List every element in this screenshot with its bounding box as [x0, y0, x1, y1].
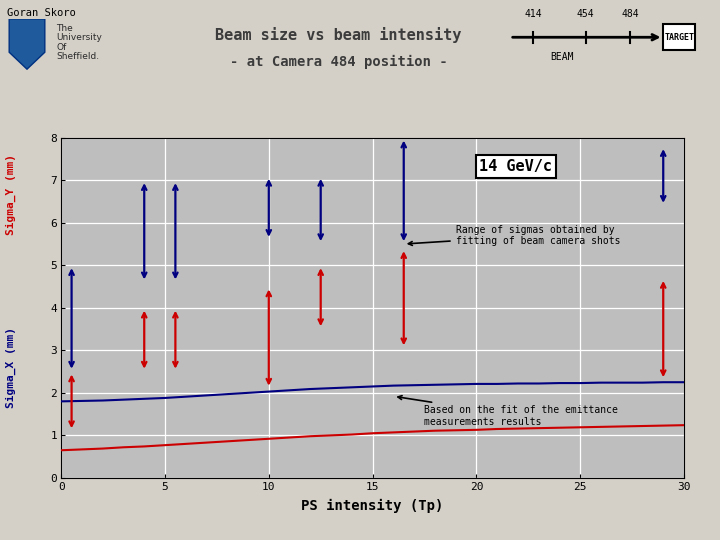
- X-axis label: PS intensity (Tp): PS intensity (Tp): [302, 499, 444, 513]
- Text: 414: 414: [524, 9, 542, 19]
- Text: 484: 484: [621, 9, 639, 19]
- Text: 454: 454: [577, 9, 595, 19]
- Text: - at Camera 484 position -: - at Camera 484 position -: [230, 55, 447, 69]
- Text: Goran Skoro: Goran Skoro: [7, 8, 76, 18]
- Text: Range of sigmas obtained by
fitting of beam camera shots: Range of sigmas obtained by fitting of b…: [408, 225, 620, 246]
- Polygon shape: [9, 19, 45, 69]
- Text: Of: Of: [56, 43, 66, 52]
- Text: Sigma_Y (mm): Sigma_Y (mm): [6, 154, 16, 235]
- Text: Sigma_X (mm): Sigma_X (mm): [6, 327, 16, 408]
- FancyBboxPatch shape: [663, 24, 696, 51]
- Text: University: University: [56, 33, 102, 43]
- Text: BEAM: BEAM: [551, 52, 574, 62]
- Text: The: The: [56, 24, 73, 33]
- Text: 14 GeV/c: 14 GeV/c: [480, 159, 552, 174]
- Text: Beam size vs beam intensity: Beam size vs beam intensity: [215, 27, 462, 43]
- Text: TARGET: TARGET: [665, 33, 694, 42]
- Text: Sheffield.: Sheffield.: [56, 52, 99, 61]
- Text: Based on the fit of the emittance
measurements results: Based on the fit of the emittance measur…: [398, 396, 618, 427]
